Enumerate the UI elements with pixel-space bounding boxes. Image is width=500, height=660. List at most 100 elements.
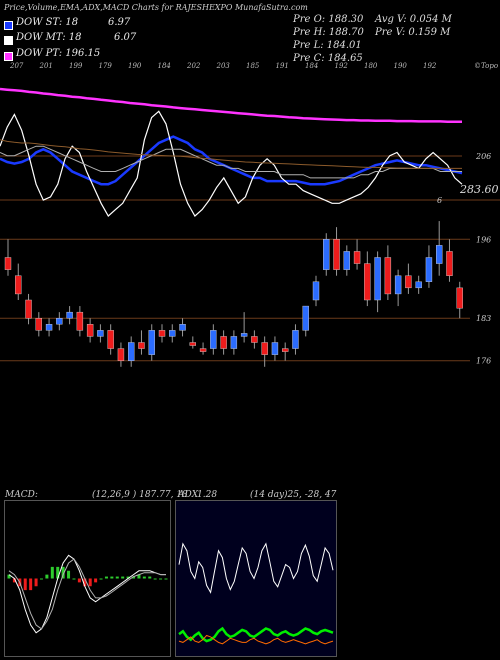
ema-series-line (0, 110, 463, 217)
macd-histogram-bar (29, 578, 33, 591)
adx-params: (14 day)25, -28, 47 (250, 490, 337, 500)
legend-st-label: DOW ST: 18 (16, 17, 79, 28)
macd-histogram-bar (34, 578, 38, 587)
macd-series-line (8, 558, 166, 630)
ema-right-label: 206 (476, 152, 492, 161)
price-level-label: 196 (476, 235, 491, 244)
price-chart: 196 183 176 (0, 221, 491, 367)
macd-histogram-bar (153, 578, 157, 580)
top-tick-label: 192 (334, 62, 348, 70)
top-tick-label: 179 (98, 62, 112, 70)
macd-histogram-bar (67, 570, 71, 579)
ema-chart (0, 87, 500, 217)
candle-body (169, 330, 176, 337)
legend-swatch-pt (4, 52, 13, 61)
adx-chart (175, 500, 337, 657)
pre-high: Pre H: 188.70 (293, 27, 364, 38)
adx-series-line (178, 542, 334, 594)
candle-body (230, 336, 238, 349)
macd-histogram-bar (39, 578, 43, 580)
adx-left-value: 1.28 (197, 490, 218, 500)
candle-body (107, 330, 114, 349)
macd-histogram-bar (164, 578, 168, 580)
top-tick-label: 199 (69, 62, 83, 70)
macd-histogram-bar (159, 578, 163, 580)
candle-body (405, 275, 412, 289)
legend-pt-label: DOW PT: 196.15 (16, 48, 101, 59)
legend-mt-label: DOW MT: 18 (16, 32, 82, 43)
macd-histogram-bar (45, 574, 49, 579)
candle-body (415, 281, 422, 289)
candle-body (436, 245, 443, 264)
price-level-label: 176 (476, 357, 491, 366)
candle-body (323, 239, 330, 270)
candle-body (353, 251, 361, 264)
candle-body (364, 263, 371, 301)
avg-volume: Avg V: 0.054 M (375, 14, 452, 25)
top-tick-label: 201 (39, 62, 53, 70)
macd-histogram-bar (110, 576, 114, 579)
top-tick-label: 203 (216, 62, 230, 70)
candle-body (282, 348, 289, 352)
candle-body (374, 257, 381, 301)
candle-body (179, 324, 186, 331)
top-tick-label: 192 (423, 62, 437, 70)
legend-swatch-st (4, 21, 13, 30)
pre-close: Pre C: 184.65 (293, 53, 363, 64)
candle-body (199, 348, 207, 352)
candle-body (127, 342, 135, 361)
top-tick-label: 207 (10, 62, 24, 70)
candle-body (138, 342, 145, 349)
candle-body (456, 287, 463, 309)
candle-body (292, 330, 299, 349)
top-tick-label: 202 (187, 62, 201, 70)
top-tick-label: 185 (246, 62, 260, 70)
candle-body (220, 336, 227, 349)
candle-body (425, 257, 433, 282)
candle-body (66, 311, 73, 319)
candle-body (251, 336, 258, 343)
candle-body (35, 318, 42, 331)
macd-histogram-bar (72, 578, 76, 580)
legend-swatch-mt (4, 36, 13, 45)
ema-small-label: 6 (437, 196, 443, 205)
legend-mt-value: 6.07 (114, 32, 137, 43)
candle-body (302, 305, 309, 331)
macd-histogram-bar (61, 566, 65, 579)
candle-body (148, 330, 155, 355)
top-tick-label: 180 (364, 62, 378, 70)
pre-volume: Pre V: 0.159 M (375, 27, 451, 38)
pre-low: Pre L: 184.01 (293, 40, 362, 51)
macd-histogram-bar (142, 576, 146, 579)
macd-histogram-bar (83, 578, 87, 587)
macd-histogram-bar (77, 578, 81, 583)
candle-body (86, 324, 94, 337)
pre-open: Pre O: 188.30 (293, 14, 364, 25)
candle-body (15, 275, 22, 295)
candle-body (312, 281, 320, 301)
candle-body (117, 348, 125, 361)
top-right-label: ©Topo (474, 62, 499, 70)
ema-series-line (0, 139, 462, 169)
legend-st-value: 6.97 (108, 17, 131, 28)
macd-histogram-bar (12, 578, 16, 583)
candle-body (158, 330, 166, 337)
candle-body (333, 239, 340, 270)
adx-series-line (178, 634, 334, 645)
macd-histogram-bar (94, 578, 98, 583)
macd-title: MACD: (5, 490, 38, 500)
candle-body (25, 299, 32, 319)
macd-histogram-bar (56, 566, 60, 579)
ema-price-label: 283.60 (460, 183, 499, 196)
candle-body (343, 251, 350, 270)
ema-series-line (0, 87, 462, 123)
candle-body (210, 330, 217, 349)
top-tick-label: 184 (305, 62, 319, 70)
macd-histogram-bar (137, 574, 141, 579)
adx-series-line (178, 626, 334, 643)
macd-histogram-bar (121, 576, 125, 579)
macd-series-line (8, 554, 166, 634)
adx-title: ADX (178, 490, 199, 500)
candle-body (384, 257, 392, 295)
candle-body (189, 342, 197, 346)
